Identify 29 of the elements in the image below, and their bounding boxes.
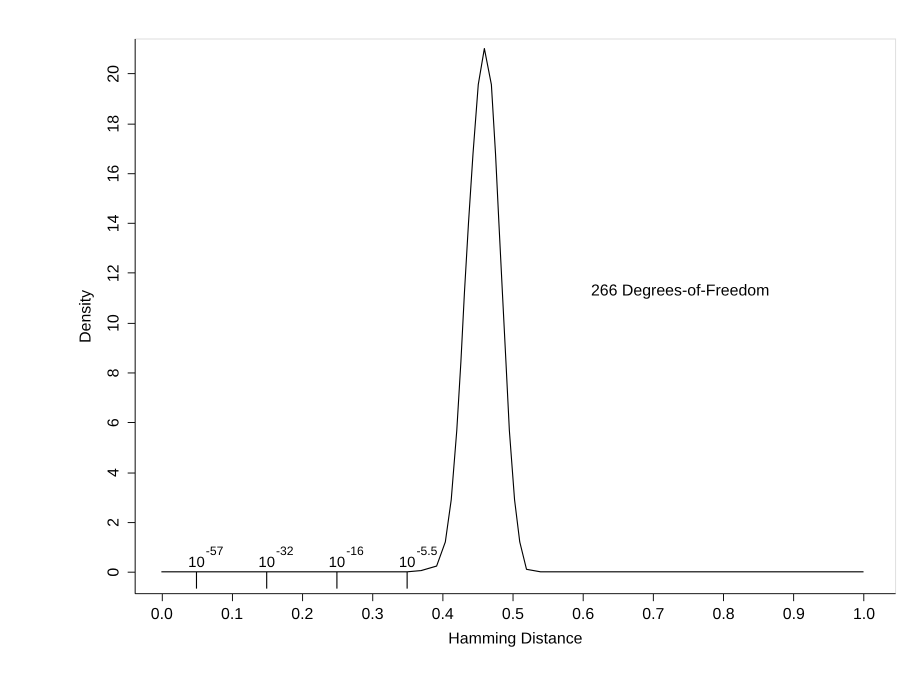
y-tick-label: 10 — [105, 314, 122, 332]
x-tick-label: 0.4 — [432, 606, 454, 623]
y-tick-label: 8 — [105, 368, 122, 378]
x-axis-title: Hamming Distance — [448, 630, 583, 648]
y-axis-title: Density — [77, 290, 94, 343]
x-tick-label: 0.3 — [361, 606, 384, 623]
x-tick-label: 0.9 — [782, 606, 805, 623]
x-tick-label: 0.0 — [150, 606, 174, 623]
x-tick-label: 0.7 — [642, 606, 665, 623]
annotation: 10-16 — [328, 544, 364, 572]
x-tick-label: 0.5 — [502, 606, 524, 623]
x-tick-label: 0.6 — [572, 606, 594, 623]
x-tick-label: 1.0 — [852, 606, 876, 623]
y-tick-label: 6 — [105, 418, 122, 428]
annotation: 10-57 — [188, 544, 224, 572]
annotation: 10-32 — [258, 544, 294, 572]
y-tick-label: 0 — [105, 568, 122, 577]
y-tick-label: 4 — [105, 468, 122, 478]
y-tick-label: 12 — [105, 264, 122, 282]
annotation: 266 Degrees-of-Freedom — [590, 282, 770, 300]
y-tick-label: 20 — [105, 64, 122, 83]
x-tick-label: 0.1 — [221, 606, 244, 623]
y-tick-label: 18 — [105, 114, 122, 133]
y-tick-label: 14 — [105, 214, 122, 232]
y-tick-label: 2 — [105, 518, 122, 527]
annotation: 10-5.5 — [398, 544, 438, 572]
y-tick-label: 16 — [105, 164, 122, 182]
x-tick-label: 0.2 — [291, 606, 314, 623]
x-tick-label: 0.8 — [712, 606, 735, 623]
